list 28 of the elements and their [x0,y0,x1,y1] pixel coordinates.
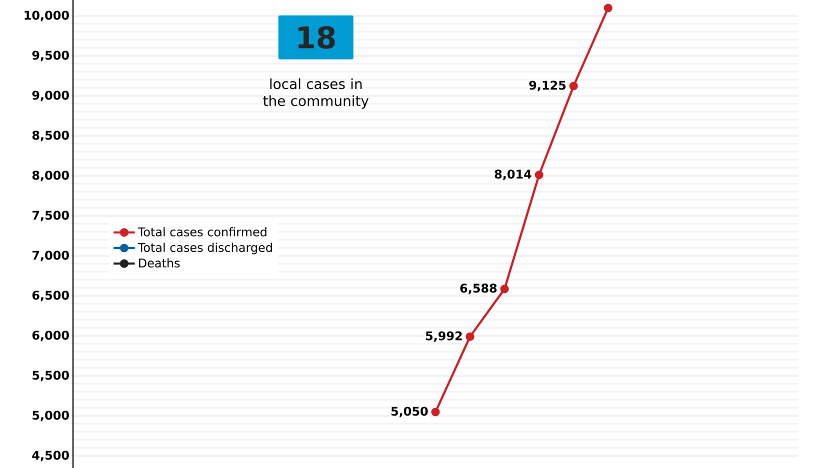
data-label: 6,588 [460,284,497,294]
point [500,284,509,294]
y-tick-label: 9,500 [32,50,69,62]
data-label: 9,125 [529,80,566,92]
y-tick-label: 6,000 [32,330,69,342]
data-label: 8,014 [494,170,532,180]
y-tick-label: 4,500 [32,450,69,462]
y-tick-label: 7,500 [32,210,69,222]
annotation: 18 [298,26,335,49]
y-tick-label: 5,000 [32,410,69,422]
y-tick-label: 5,500 [32,370,69,382]
y-tick-label: 10,000 [24,10,69,22]
y-tick-label: 8,500 [32,130,69,142]
y-tick-label: 8,000 [32,170,69,182]
annotation: local cases in the community [263,78,369,109]
y-tick-label: 9,000 [32,90,69,102]
legend-label: Deaths [139,258,180,268]
point [466,332,474,341]
point [604,4,612,12]
point [534,170,544,180]
data-label: 5,050 [391,406,428,418]
point [569,82,578,90]
legend-label: Total cases discharged [138,242,272,254]
legend-label: Total cases confirmed [138,227,266,236]
y-tick-label: 6,500 [32,290,69,302]
y-tick-label: 7,000 [32,250,69,262]
data-label: 5,992 [426,331,462,342]
point [431,408,440,416]
